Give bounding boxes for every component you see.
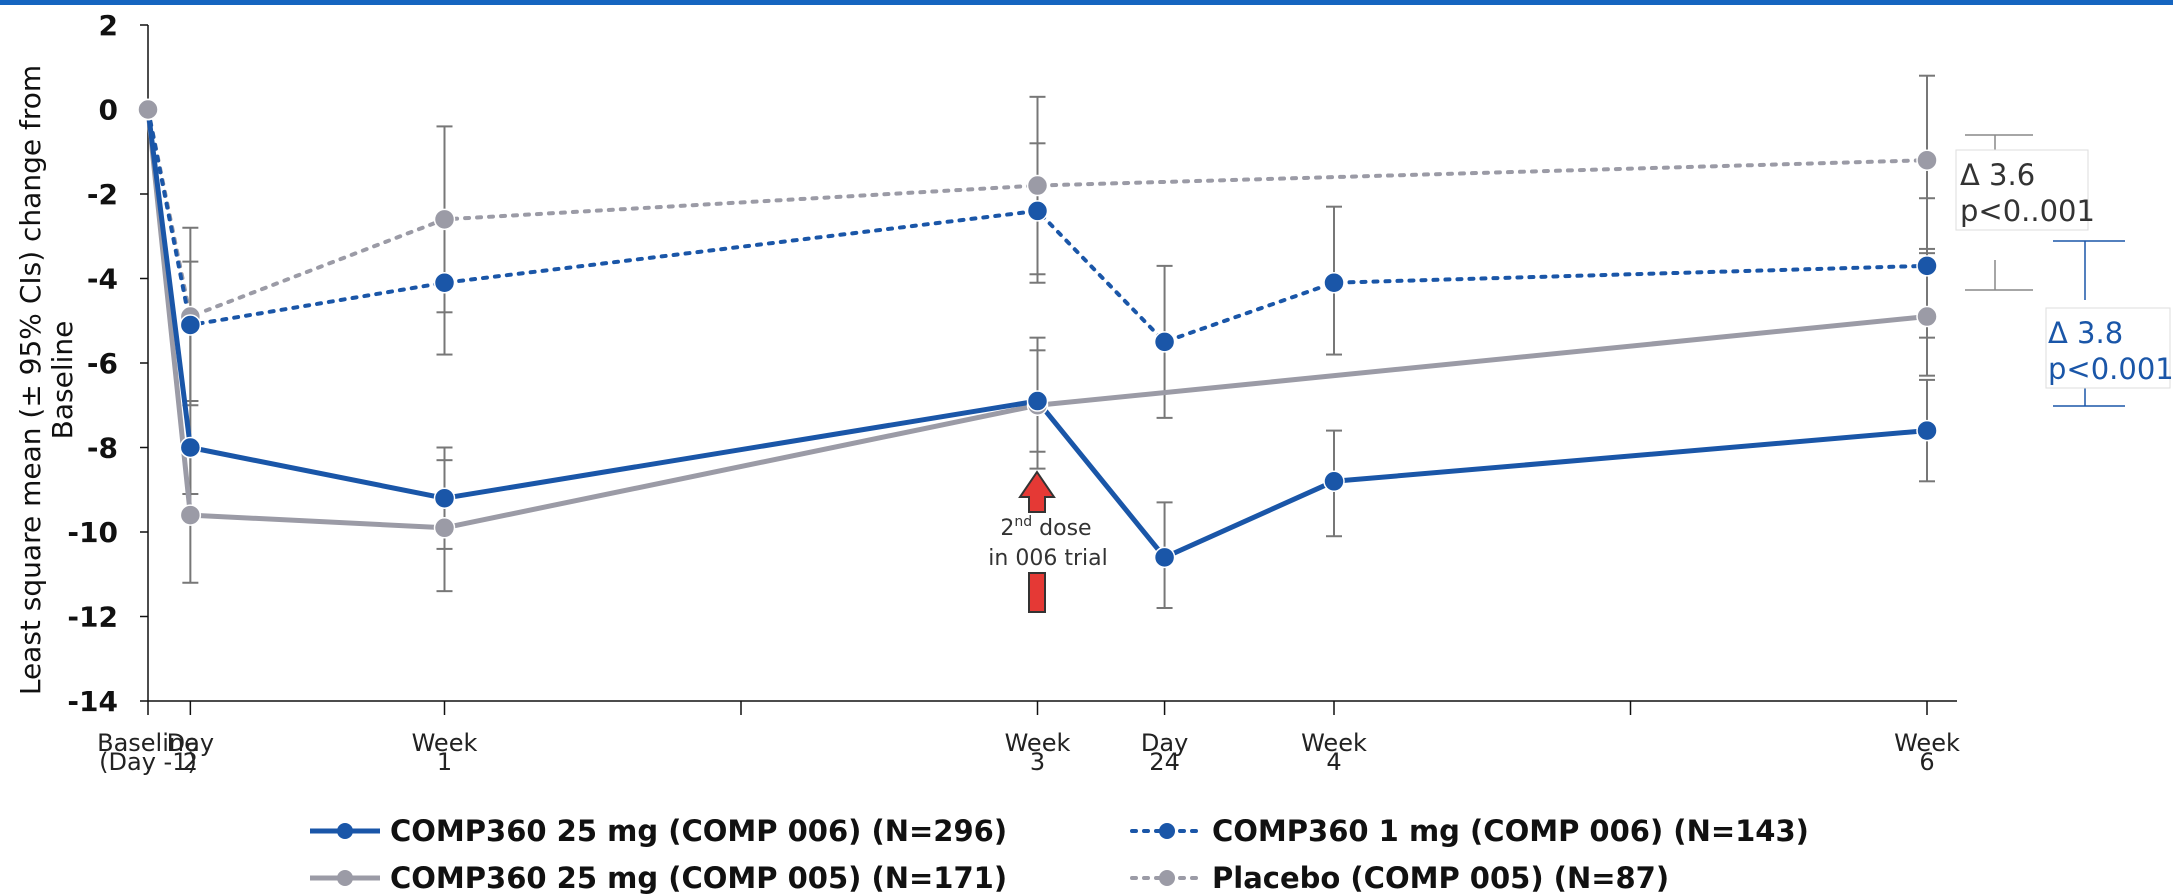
data-point [433, 517, 456, 539]
legend-label: Placebo (COMP 005) (N=87) [1212, 861, 1669, 894]
data-point [179, 504, 202, 526]
x-tick-label: 24 [1149, 748, 1180, 776]
data-point [1916, 149, 1938, 171]
y-axis-label-line-2: Baseline [46, 321, 79, 440]
data-point [433, 271, 456, 294]
chart-legend: COMP360 25 mg (COMP 006) (N=296) COMP360 … [310, 814, 1809, 894]
y-tick-label: -4 [87, 263, 118, 296]
dose-note-line-1: 2nd dose [1000, 514, 1091, 541]
data-point [1026, 200, 1049, 222]
x-tick-label: Baseline [97, 729, 199, 757]
x-tick-label: 1 [437, 748, 452, 776]
data-point [1916, 419, 1938, 442]
dose-note-line-2: in 006 trial [988, 546, 1107, 571]
y-tick-label: 2 [99, 9, 118, 42]
delta-placebo-value: Δ 3.6 [1960, 158, 2035, 192]
delta-placebo-bracket: Δ 3.6 p<0..001 [1955, 134, 2095, 291]
legend-marker-swatch [1159, 870, 1175, 886]
x-tick-label: Week [412, 729, 478, 757]
delta-1mg-bracket: Δ 3.8 p<0.001 [2045, 240, 2173, 407]
second-dose-annotation: 2nd dose in 006 trial [988, 470, 1108, 613]
x-tick-label: 2 [183, 748, 198, 776]
y-tick-label: -2 [87, 178, 118, 211]
data-point [1153, 331, 1176, 353]
data-point [1026, 174, 1049, 197]
x-tick-label: Week [1894, 729, 1960, 757]
series-markers [137, 98, 1938, 569]
y-tick-label: -6 [87, 347, 118, 380]
x-tick-label: 6 [1919, 748, 1934, 776]
legend-label: COMP360 25 mg (COMP 006) (N=296) [390, 814, 1007, 848]
data-point [1916, 255, 1938, 277]
legend-marker-swatch [1159, 823, 1175, 839]
x-tick-label: 4 [1326, 748, 1341, 776]
header-accent-bar [0, 0, 2173, 5]
delta-placebo-p: p<0..001 [1960, 194, 2095, 228]
legend-marker-swatch [337, 823, 353, 839]
legend-label: COMP360 1 mg (COMP 006) (N=143) [1212, 814, 1809, 848]
x-tick-label: (Day -1) [99, 748, 197, 776]
y-tick-label: 0 [99, 94, 118, 127]
data-point [179, 314, 202, 336]
data-point [1916, 305, 1938, 328]
data-point [433, 208, 456, 231]
y-axis-label-line-1: Least square mean (± 95% CIs) change fro… [14, 65, 47, 695]
y-axis-label: Least square mean (± 95% CIs) change fro… [14, 65, 79, 695]
y-tick-label: -14 [67, 685, 118, 718]
legend-label: COMP360 25 mg (COMP 005) (N=171) [390, 861, 1007, 894]
red-up-arrow-icon [1018, 470, 1056, 513]
data-point [433, 487, 456, 509]
red-bar-icon [1028, 572, 1046, 613]
x-tick-label: Day [1141, 729, 1188, 757]
y-tick-label: -12 [67, 601, 118, 634]
data-point [1323, 271, 1345, 294]
y-tick-label: -8 [87, 432, 118, 465]
y-tick-label: -10 [67, 516, 118, 549]
delta-1mg-p: p<0.001 [2048, 352, 2173, 386]
x-tick-label: 3 [1030, 748, 1045, 776]
x-tick-label: Week [1301, 729, 1367, 757]
legend-marker-swatch [337, 870, 353, 886]
data-point [1323, 470, 1345, 493]
x-tick-label: Week [1005, 729, 1071, 757]
x-tick-label: Day [167, 729, 214, 757]
data-point [1026, 390, 1049, 412]
data-point [179, 436, 202, 459]
data-point [1153, 546, 1176, 569]
data-point [137, 98, 159, 121]
delta-1mg-value: Δ 3.8 [2048, 316, 2123, 350]
